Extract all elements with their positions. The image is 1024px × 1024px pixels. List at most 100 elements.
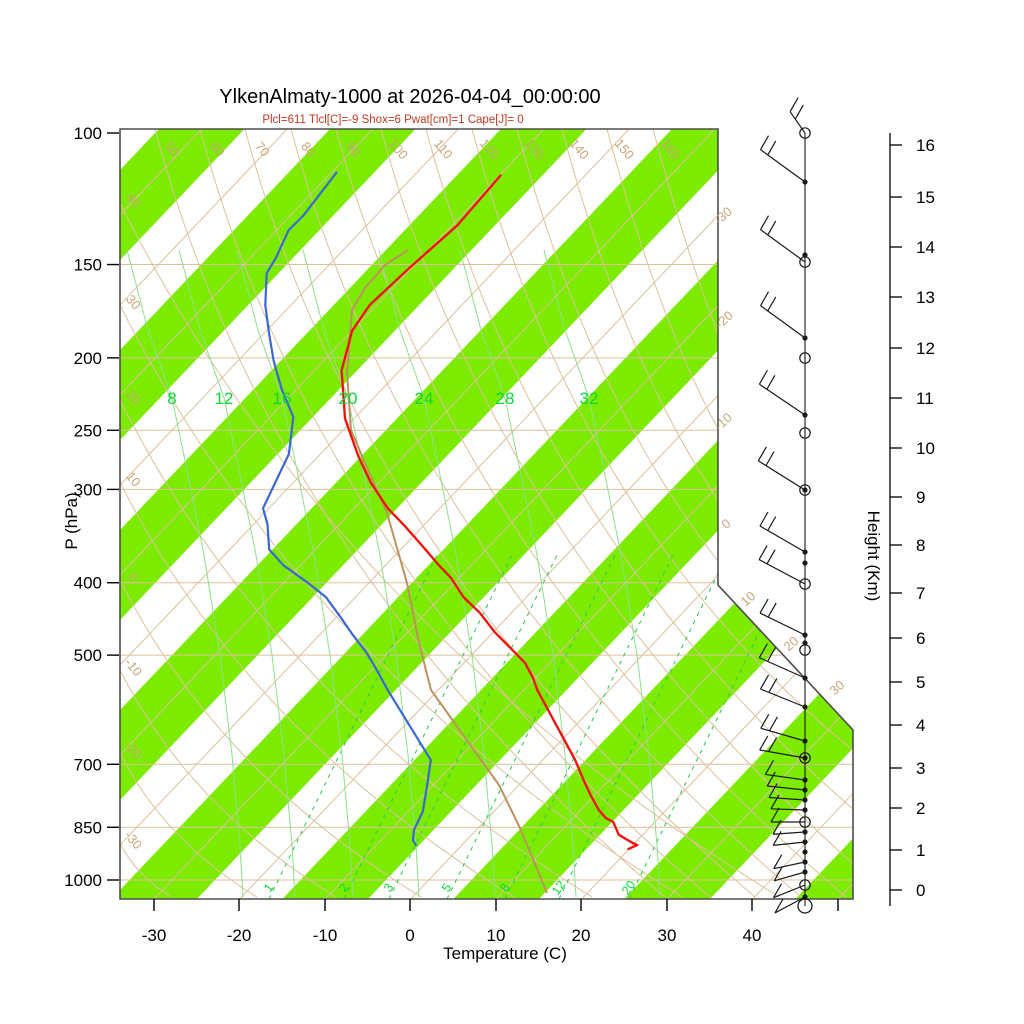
h-tick-label: 12 — [916, 339, 935, 358]
dry-adiabat — [154, 129, 666, 898]
barb-tick — [765, 451, 775, 466]
barb-stem — [758, 559, 806, 585]
station-dot — [802, 787, 808, 793]
barb-tick — [767, 140, 777, 156]
isotherm-line — [120, 129, 716, 899]
barb-stem — [758, 460, 806, 491]
barb-tick — [759, 674, 770, 690]
barb-tick — [772, 831, 782, 846]
mixing-ratio-line — [504, 554, 674, 899]
barb-stem — [760, 305, 806, 339]
barb-stem — [759, 525, 806, 553]
barb-tick — [766, 374, 776, 390]
p-tick-label: 500 — [74, 646, 102, 665]
h-tick-label: 5 — [916, 673, 925, 692]
isotherm-label: 0 — [718, 516, 733, 532]
plot-frame — [119, 128, 854, 900]
barb-stem — [760, 688, 806, 708]
mixing-ratio-line — [446, 554, 616, 899]
p-tick-label: 200 — [74, 349, 102, 368]
isotherm-label: 10 — [738, 588, 759, 609]
barb-tick — [759, 511, 769, 527]
barb-stem — [759, 657, 806, 679]
barb-tick — [768, 737, 778, 752]
station-circle — [799, 644, 811, 656]
dry-adiabat — [120, 481, 515, 898]
station-circle — [799, 879, 811, 891]
dry-adiabat-label: 150 — [612, 136, 637, 162]
wind-barb-column — [757, 97, 813, 914]
dry-adiabat — [199, 129, 711, 898]
isotherm-line — [120, 129, 288, 899]
dry-adiabat — [380, 129, 853, 898]
dry-adiabat — [290, 129, 802, 898]
mixing-ratio-line — [388, 554, 558, 899]
h-tick-label: 4 — [916, 716, 925, 735]
barb-tick — [764, 760, 774, 775]
barb-tick — [770, 794, 780, 810]
barb-tick — [766, 549, 776, 565]
barb-tick — [774, 898, 784, 914]
mixing-ratio-line — [558, 554, 728, 899]
isotherm-line — [581, 129, 853, 899]
dry-adiabat-label: 10 — [123, 469, 144, 490]
h-tick-label: 16 — [916, 136, 935, 155]
h-tick-label: 0 — [916, 881, 925, 900]
h-tick-label: 2 — [916, 799, 925, 818]
temperature-axis-label: Temperature (C) — [443, 944, 567, 963]
isotherm-label: -30 — [711, 204, 735, 228]
station-circle — [799, 352, 811, 364]
p-tick-label: 100 — [74, 124, 102, 143]
station-dot — [802, 179, 808, 185]
dry-adiabat-label: 110 — [431, 136, 456, 162]
background-lines — [120, 129, 853, 899]
station-dot — [802, 859, 808, 865]
moist-adiabat-label: 32 — [580, 389, 599, 408]
barb-tick — [758, 369, 768, 385]
barb-tick — [768, 678, 778, 693]
moist-adiabat-label: 24 — [415, 389, 434, 408]
moist-adiabat — [543, 249, 661, 898]
p-tick-label: 1000 — [64, 871, 102, 890]
x-tick-label: -30 — [142, 926, 167, 945]
main-title: YlkenAlmaty-1000 at 2026-04-04_00:00:00 — [219, 86, 601, 108]
sounding-profiles — [261, 171, 639, 894]
x-tick-label: -10 — [313, 926, 338, 945]
dry-adiabat-label: 70 — [252, 139, 273, 160]
mixing-ratio-label: 3 — [381, 881, 396, 895]
x-tick-label: 30 — [658, 926, 677, 945]
station-circle — [799, 484, 811, 496]
moist-adiabat-label: 12 — [215, 389, 234, 408]
x-tick-label: 0 — [405, 926, 414, 945]
station-circle — [797, 898, 813, 914]
station-dot — [802, 252, 808, 258]
barb-tick — [767, 647, 777, 662]
isotherm-line — [324, 129, 853, 899]
barb-stem — [759, 383, 806, 416]
p-tick-label: 150 — [74, 256, 102, 275]
dry-adiabat — [120, 399, 593, 898]
barb-stem — [759, 749, 806, 759]
station-dot — [802, 839, 808, 845]
station-dot — [802, 335, 808, 341]
green-band — [453, 129, 853, 899]
barb-tick — [759, 291, 770, 306]
green-band — [120, 129, 416, 899]
mixing-ratio-label: 5 — [439, 881, 454, 895]
moist-adiabat — [378, 249, 496, 898]
station-dot — [802, 894, 808, 900]
station-dot — [802, 755, 808, 761]
barb-stem — [769, 796, 806, 801]
x-tick-label: 40 — [743, 926, 762, 945]
x-tick-label: -20 — [227, 926, 252, 945]
x-tick-label: 20 — [572, 926, 591, 945]
barb-tick — [758, 545, 768, 560]
barb-stem — [773, 831, 806, 835]
barb-tick — [773, 866, 783, 882]
station-circle — [799, 427, 811, 439]
h-tick-label: 11 — [916, 389, 934, 408]
barb-stem — [789, 111, 806, 134]
barb-tick — [766, 771, 776, 787]
p-tick-label: 250 — [74, 421, 102, 440]
